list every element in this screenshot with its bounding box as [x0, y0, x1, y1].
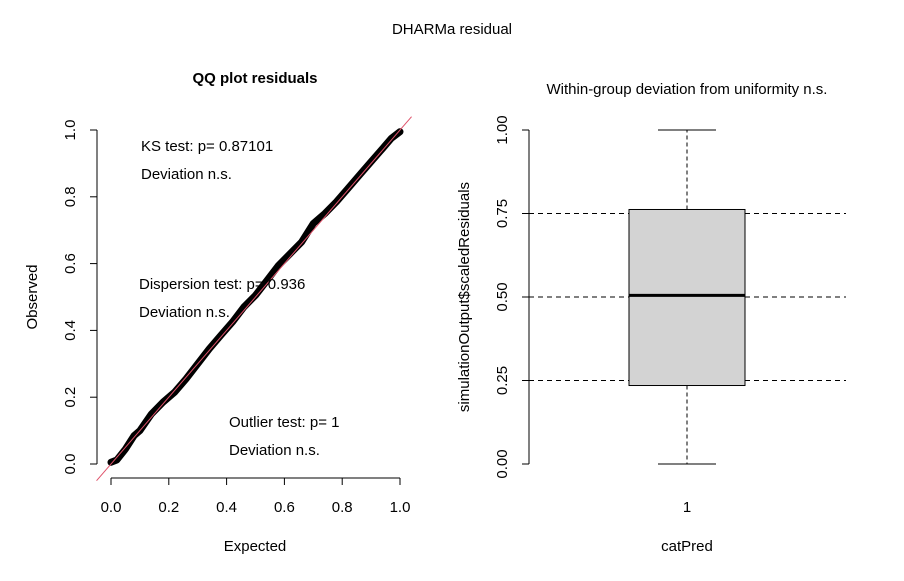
qq-x-axis-label: Expected — [224, 538, 287, 555]
qq-residual-points — [107, 128, 404, 466]
qq-x-tick-label: 0.2 — [158, 499, 179, 516]
qq-y-tick-label: 0.6 — [62, 253, 79, 274]
boxplot-y-tick-label: 0.75 — [494, 199, 511, 228]
ks-test-text: KS test: p= 0.87101 — [141, 138, 273, 155]
dispersion-deviation-text: Deviation n.s. — [139, 304, 230, 321]
dispersion-test-text: Dispersion test: p= 0.936 — [139, 276, 305, 293]
qq-plot-title: QQ plot residuals — [192, 70, 317, 87]
qq-y-tick-label: 1.0 — [62, 120, 79, 141]
qq-y-tick-label: 0.2 — [62, 387, 79, 408]
qq-x-tick-label: 0.0 — [101, 499, 122, 516]
qq-y-tick-label: 0.8 — [62, 186, 79, 207]
boxplot-y-tick-label: 0.25 — [494, 366, 511, 395]
boxplot-title: Within-group deviation from uniformity n… — [547, 81, 828, 98]
boxplot-reference-lines — [529, 213, 846, 381]
qq-y-tick-label: 0.0 — [62, 454, 79, 475]
boxplot-y-axis-label: simulationOutput$scaledResiduals — [456, 182, 473, 412]
boxplot-y-tick-label: 0.50 — [494, 282, 511, 311]
boxplot-y-tick-label: 1.00 — [494, 115, 511, 144]
qq-reference-line — [96, 116, 412, 482]
qq-x-tick-label: 1.0 — [390, 499, 411, 516]
boxplot-box — [628, 208, 746, 387]
boxplot-x-tick-label: 1 — [683, 499, 691, 516]
outlier-test-text: Outlier test: p= 1 — [229, 414, 339, 431]
ks-deviation-text: Deviation n.s. — [141, 166, 232, 183]
qq-y-tick-label: 0.4 — [62, 320, 79, 341]
qq-x-tick-label: 0.6 — [274, 499, 295, 516]
qq-y-axis-label: Observed — [24, 264, 41, 329]
qq-y-ticks: 0.0 0.2 0.4 0.6 0.8 1.0 — [62, 120, 97, 475]
boxplot-y-ticks: 0.00 0.25 0.50 0.75 1.00 — [494, 115, 529, 479]
uniformity-boxplot: Within-group deviation from uniformity n… — [456, 81, 846, 555]
qq-x-ticks: 0.0 0.2 0.4 0.6 0.8 1.0 — [101, 478, 411, 516]
figure-title: DHARMa residual — [392, 21, 512, 38]
boxplot-y-tick-label: 0.00 — [494, 449, 511, 478]
outlier-deviation-text: Deviation n.s. — [229, 442, 320, 459]
qq-x-tick-label: 0.8 — [332, 499, 353, 516]
qq-x-tick-label: 0.4 — [216, 499, 237, 516]
qq-plot: QQ plot residuals 0.0 0.2 0.4 0.6 0.8 1.0 0.0… — [24, 70, 412, 555]
boxplot-x-ticks: 1 — [683, 499, 691, 516]
boxplot-x-axis-label: catPred — [661, 538, 713, 555]
